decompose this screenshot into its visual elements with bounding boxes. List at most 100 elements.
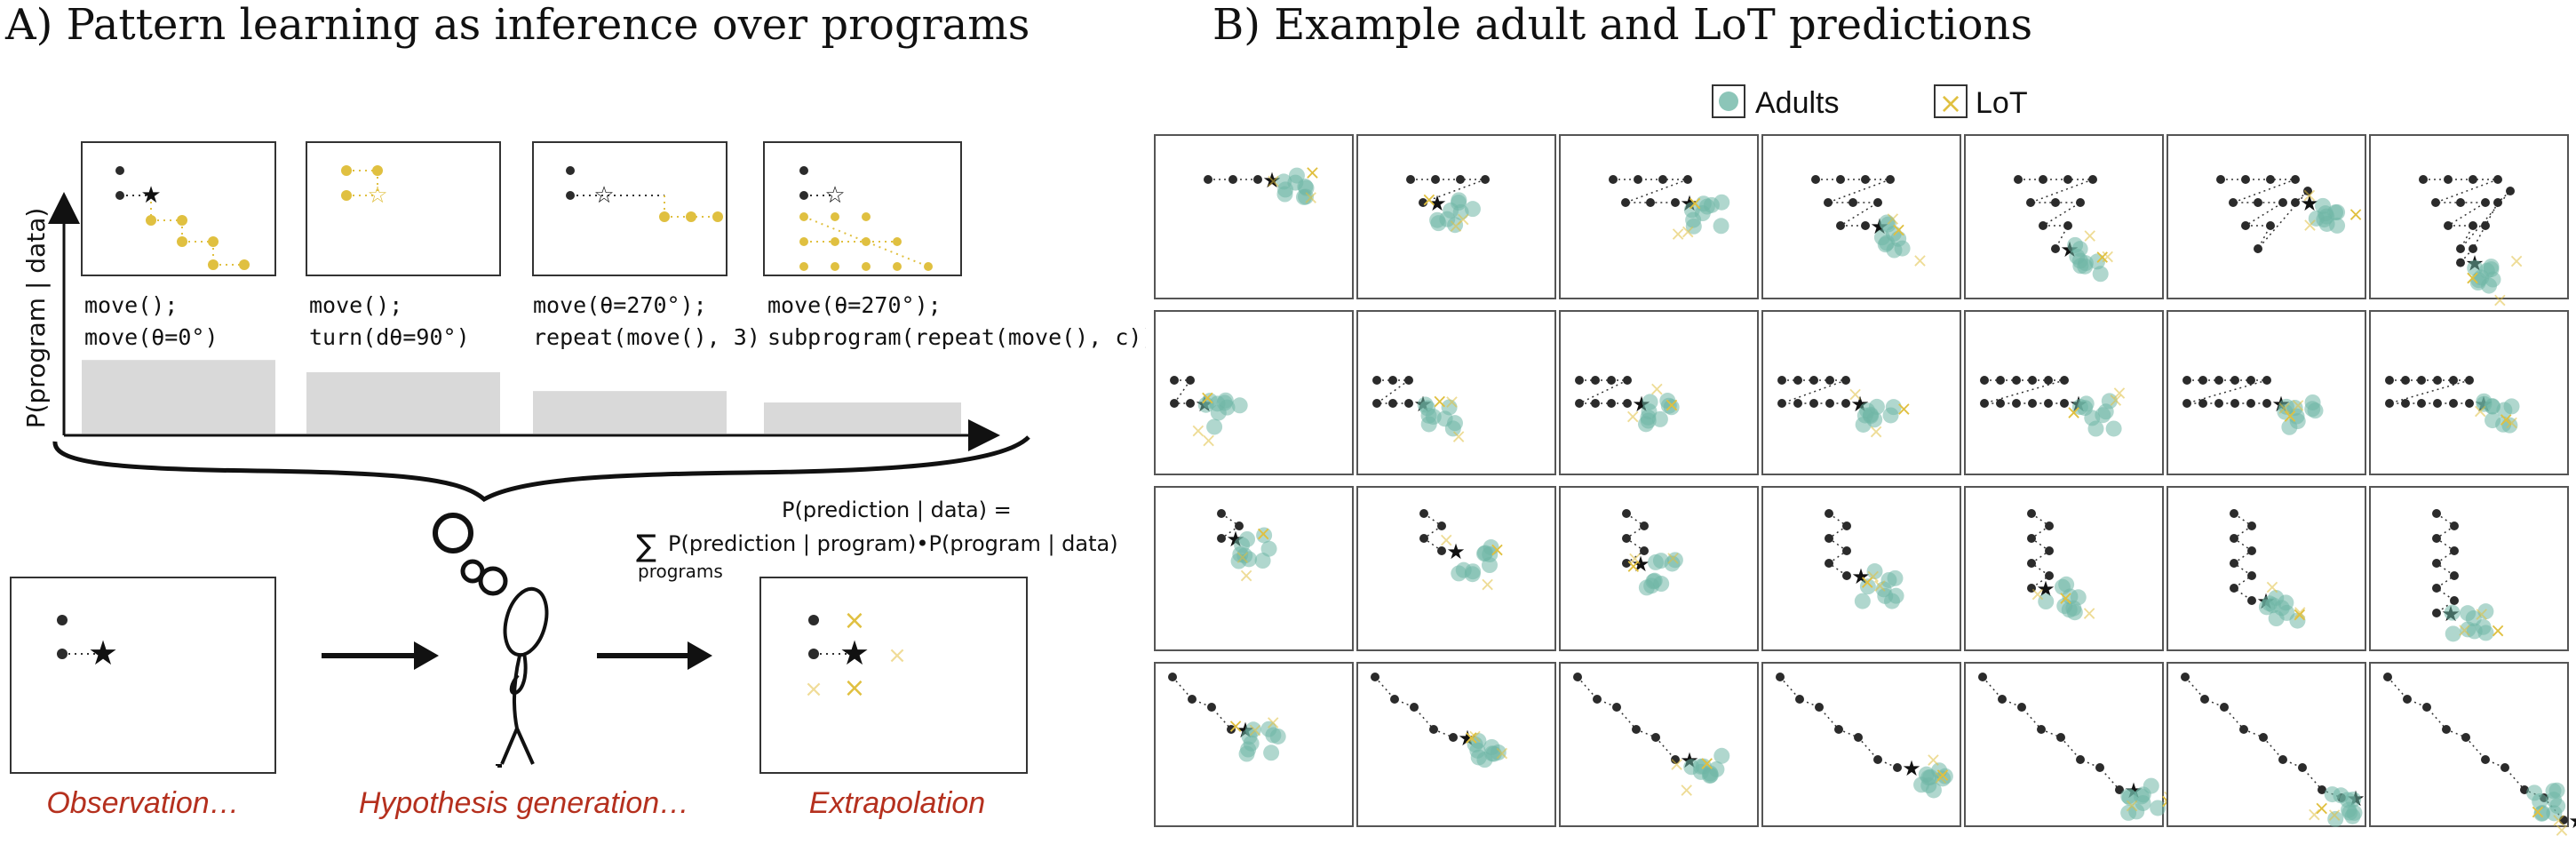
svg-text:×: × (1443, 392, 1459, 414)
svg-text:×: × (1265, 713, 1281, 735)
svg-text:★: ★ (1262, 168, 1282, 193)
svg-text:×: × (2490, 620, 2506, 642)
example-cell-r4-c7: ★××× (2369, 662, 2576, 841)
program-box-2: ☆ (306, 141, 501, 276)
legend-adults-marker (1719, 92, 1738, 111)
svg-text:×: × (1626, 555, 1642, 577)
svg-text:×: × (2508, 251, 2524, 273)
svg-text:×: × (1680, 221, 1696, 243)
svg-text:×: × (2111, 383, 2127, 405)
panel-a-diagram: P(program | data) ★ ☆ ☆ (10, 141, 1146, 820)
caption-observation: Observation… (46, 786, 239, 820)
svg-text:★: ★ (140, 182, 161, 209)
legend: Adults × LoT (1712, 84, 2028, 120)
example-cell-r2-c5: ★××× (1964, 310, 2164, 475)
svg-text:×: × (1625, 406, 1641, 428)
svg-text:★: ★ (2300, 191, 2319, 216)
example-cell-r1-c7: ★××× (2369, 134, 2569, 312)
observation-box: ★ (10, 577, 276, 774)
svg-text:×: × (2065, 402, 2081, 424)
probability-bar-4 (764, 402, 961, 434)
svg-text:★: ★ (1446, 539, 1466, 564)
svg-text:×: × (1431, 391, 1447, 413)
svg-text:★: ★ (1902, 756, 1921, 781)
program-2-line2: turn(dθ=90°) (309, 324, 470, 350)
svg-text:☆: ☆ (593, 182, 614, 209)
program-1-line1: move(); (84, 292, 178, 318)
svg-text:×: × (1421, 189, 1437, 211)
example-cell-r1-c3: ★××× (1559, 134, 1759, 299)
svg-text:×: × (843, 673, 865, 704)
svg-text:×: × (1698, 753, 1714, 776)
probability-bar-3 (533, 391, 727, 434)
svg-text:×: × (1303, 187, 1319, 209)
program-3-line1: move(θ=270°); (533, 292, 707, 318)
svg-text:×: × (1200, 430, 1216, 452)
program-4-line2: subprogram(repeat(move(), c)) (767, 324, 1146, 350)
svg-text:×: × (1489, 539, 1505, 561)
formula-sum: ∑ (636, 529, 656, 564)
panel-a-title: A) Pattern learning as inference over pr… (5, 0, 1030, 50)
probability-bar-1 (82, 360, 275, 434)
svg-text:×: × (2313, 798, 2329, 820)
example-cell-r2-c2: ★××× (1356, 310, 1556, 475)
svg-text:×: × (1872, 576, 1888, 598)
example-cell-r4-c4: ★ ××× (1761, 662, 1961, 827)
example-cell-r4-c1: ★××× (1154, 662, 1354, 827)
svg-text:☆: ☆ (367, 182, 387, 209)
example-cell-r4-c2: ★××× (1356, 662, 1556, 827)
example-cell-r2-c4: ★ ××× (1761, 310, 1961, 475)
svg-text:×: × (2530, 801, 2546, 824)
svg-text:×: × (2472, 401, 2488, 423)
example-cell-r1-c6: ★ ××× (2167, 134, 2366, 299)
arrow-to-extrapolation (597, 641, 712, 670)
legend-adults-label: Adults (1755, 86, 1840, 120)
svg-text:☆: ☆ (824, 182, 845, 209)
svg-text:×: × (1235, 547, 1251, 569)
svg-text:★: ★ (88, 633, 118, 673)
svg-text:×: × (2290, 395, 2306, 418)
svg-text:×: × (1678, 780, 1694, 802)
svg-text:★: ★ (2568, 808, 2576, 833)
formula-sum-sub: programs (638, 561, 723, 582)
thinking-person-icon (433, 513, 549, 768)
svg-text:×: × (1687, 193, 1703, 215)
svg-text:×: × (1463, 727, 1479, 749)
svg-text:×: × (1649, 378, 1665, 401)
svg-text:×: × (2348, 203, 2364, 226)
svg-text:×: × (2292, 604, 2308, 626)
example-cell-r3-c4: ★××× (1761, 486, 1961, 651)
svg-text:×: × (1455, 209, 1471, 231)
svg-text:×: × (2492, 290, 2508, 312)
program-1-line2: move(θ=0°) (84, 324, 219, 350)
svg-text:×: × (1935, 765, 1951, 787)
example-cell-r3-c7: ★××× (2369, 486, 2569, 651)
svg-text:×: × (2464, 267, 2480, 290)
svg-text:×: × (2282, 406, 2298, 428)
svg-text:×: × (2099, 246, 2115, 268)
svg-text:×: × (2474, 604, 2490, 626)
example-cell-r1-c5: ★××× (1964, 134, 2164, 299)
program-3-line2: repeat(move(), 3) (533, 324, 760, 350)
svg-text:×: × (1890, 219, 1906, 242)
program-4-line1: move(θ=270°); (767, 292, 942, 318)
svg-text:×: × (1304, 163, 1320, 185)
formula-lhs: P(prediction | data) = (782, 498, 1012, 522)
example-cell-r4-c3: ★××× (1559, 662, 1759, 827)
example-cell-r3-c5: ★ ××× (1964, 486, 2164, 651)
svg-text:×: × (1494, 743, 1510, 765)
example-cell-r2-c6: ★××× (2167, 310, 2366, 475)
program-box-4: ☆ (763, 141, 962, 276)
svg-text:×: × (1451, 426, 1467, 448)
svg-text:×: × (843, 605, 865, 636)
svg-text:×: × (1265, 171, 1281, 193)
example-cell-r2-c7: ★××× (2369, 310, 2569, 475)
svg-text:×: × (1626, 548, 1642, 570)
program-box-3: ☆ (532, 141, 727, 276)
svg-text:×: × (1885, 208, 1901, 230)
example-cell-r2-c3: ★ ××× (1559, 310, 1759, 475)
example-cell-r3-c3: ★×× × (1559, 486, 1759, 651)
svg-text:×: × (2277, 397, 2293, 419)
svg-text:×: × (1665, 548, 1681, 570)
svg-text:×: × (2081, 226, 2097, 248)
